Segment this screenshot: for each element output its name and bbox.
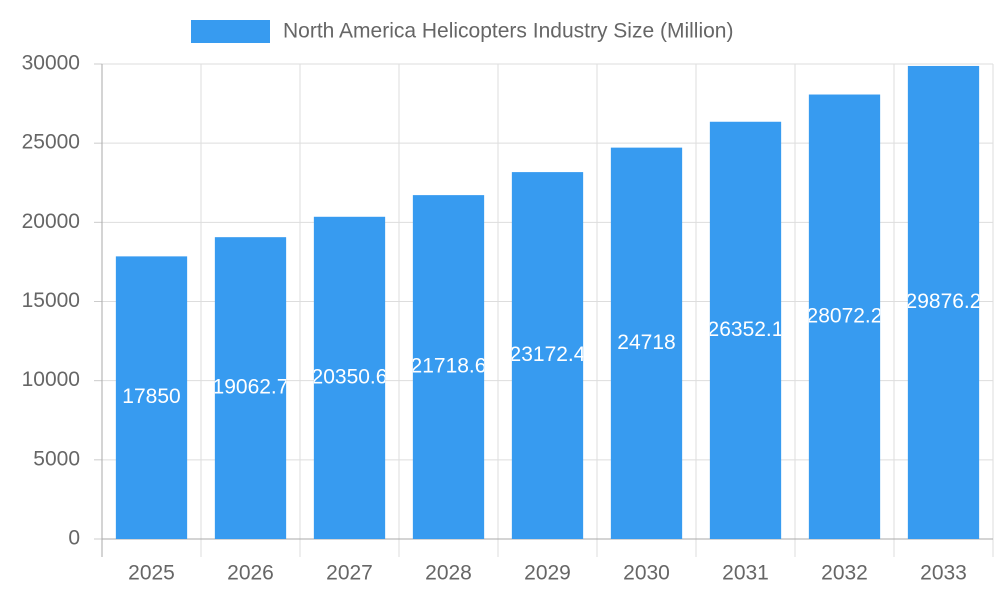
bar [709,121,782,539]
y-tick-label: 25000 [22,131,80,154]
data-label: 20350.6 [312,365,388,388]
x-tick-label: 2026 [227,562,274,585]
legend-label: North America Helicopters Industry Size … [283,20,733,43]
y-tick-label: 10000 [22,368,80,391]
x-tick-label: 2033 [920,562,967,585]
bar [313,216,386,539]
data-label: 19062.7 [213,376,289,399]
bar [907,65,980,539]
data-label: 28072.2 [807,304,883,327]
bar [214,237,287,539]
y-tick-label: 15000 [22,289,80,312]
bar [610,147,683,540]
data-label: 21718.6 [411,355,487,378]
data-label: 23172.4 [510,343,586,366]
x-tick-label: 2025 [128,562,175,585]
x-tick-label: 2031 [722,562,769,585]
y-tick-label: 30000 [22,52,80,75]
x-tick-label: 2032 [821,562,868,585]
data-label: 29876.2 [906,290,982,313]
data-label: 26352.1 [708,318,784,341]
bar [511,172,584,539]
data-label: 17850 [122,385,180,408]
x-tick-label: 2029 [524,562,571,585]
bar [412,195,485,539]
y-tick-label: 0 [68,527,80,550]
y-tick-label: 20000 [22,210,80,233]
data-label: 24718 [617,331,675,354]
legend-swatch [191,20,270,43]
x-tick-label: 2030 [623,562,670,585]
x-tick-label: 2028 [425,562,472,585]
y-tick-label: 5000 [33,447,80,470]
bar [115,256,188,539]
bar [808,94,881,539]
x-tick-label: 2027 [326,562,373,585]
